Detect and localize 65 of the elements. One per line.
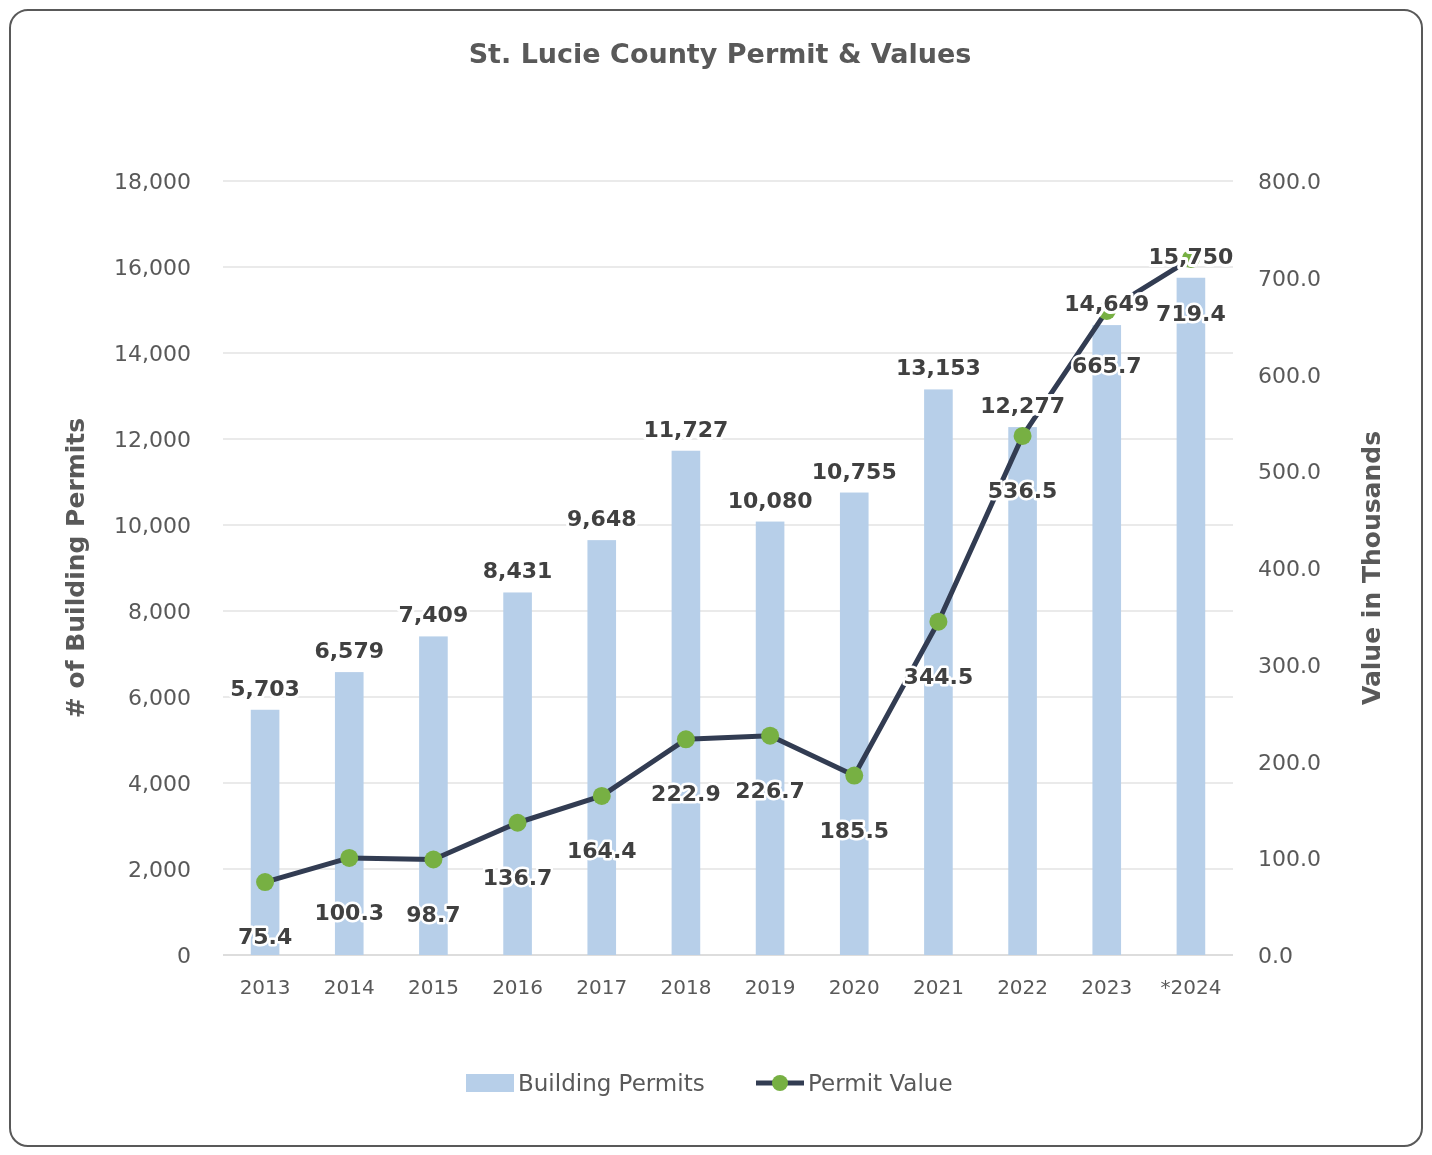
y2-tick-label: 700.0 — [1258, 265, 1321, 291]
data-label: 13,153 — [895, 355, 981, 381]
x-tick-label: 2014 — [323, 975, 375, 999]
y2-axis-title: Value in Thousands — [1357, 430, 1386, 706]
legend-label: Building Permits — [518, 1070, 705, 1096]
point — [845, 766, 864, 785]
data-label: 222.9 — [651, 781, 721, 807]
data-label: 9,648 — [566, 506, 637, 532]
x-tick-label: 2018 — [660, 975, 712, 999]
data-label: 8,431 — [482, 558, 553, 584]
data-label: 185.5 — [819, 817, 890, 843]
x-tick-label: 2021 — [912, 975, 964, 999]
y2-tick-label: 100.0 — [1258, 846, 1321, 872]
y2-tick-label: 800.0 — [1258, 169, 1321, 194]
data-label: 10,755 — [811, 458, 897, 484]
point — [340, 848, 359, 867]
x-tick-label: 2013 — [239, 975, 291, 999]
data-label: 98.7 — [406, 901, 461, 927]
y-tick-label: 16,000 — [114, 255, 191, 280]
chart-title: St. Lucie County Permit & Values — [468, 38, 972, 69]
y-tick-label: 4,000 — [128, 771, 191, 796]
x-tick-label: *2024 — [1160, 975, 1222, 999]
x-tick-label: 2015 — [407, 975, 459, 999]
y2-tick-label: 400.0 — [1258, 556, 1321, 581]
data-label: 226.7 — [735, 777, 805, 803]
data-label: 75.4 — [237, 924, 293, 950]
y2-tick-label: 300.0 — [1258, 652, 1321, 678]
y-tick-label: 14,000 — [114, 341, 191, 366]
data-label: 136.7 — [482, 864, 553, 890]
data-label: 7,409 — [398, 602, 469, 628]
y-tick-label: 6,000 — [128, 685, 191, 710]
y-tick-label: 18,000 — [114, 169, 191, 194]
data-label: 10,080 — [727, 487, 813, 513]
data-label: 11,727 — [643, 416, 729, 442]
x-tick-label: 2017 — [576, 975, 628, 999]
y-tick-label: 12,000 — [114, 427, 191, 452]
y2-tick-label: 500.0 — [1258, 459, 1321, 485]
y2-tick-label: 0.0 — [1258, 943, 1293, 968]
y2-tick-label: 600.0 — [1258, 362, 1321, 388]
point — [1013, 426, 1032, 445]
x-tick-label: 2019 — [744, 975, 796, 999]
data-label: 5,703 — [230, 675, 300, 701]
point — [676, 730, 695, 749]
y-tick-label: 0 — [177, 943, 191, 968]
data-label: 164.4 — [566, 837, 637, 863]
data-label: 719.4 — [1156, 300, 1226, 326]
x-tick-label: 2023 — [1081, 975, 1133, 999]
x-tick-label: 2016 — [492, 975, 544, 999]
point — [424, 850, 443, 869]
point — [508, 813, 527, 832]
data-label: 6,579 — [314, 638, 385, 664]
point — [256, 873, 275, 892]
y-tick-label: 10,000 — [114, 513, 191, 538]
y2-tick-label: 200.0 — [1258, 749, 1321, 775]
point — [929, 612, 948, 631]
x-tick-label: 2020 — [828, 975, 880, 999]
x-tick-label: 2022 — [997, 975, 1049, 999]
data-label: 100.3 — [314, 899, 385, 925]
data-label: 665.7 — [1071, 352, 1142, 378]
point — [592, 786, 611, 805]
y-tick-label: 2,000 — [128, 857, 191, 882]
y-axis-title: # of Building Permits — [61, 417, 90, 719]
point — [761, 726, 780, 745]
y-tick-label: 8,000 — [128, 599, 191, 624]
legend-label: Permit Value — [808, 1070, 953, 1096]
